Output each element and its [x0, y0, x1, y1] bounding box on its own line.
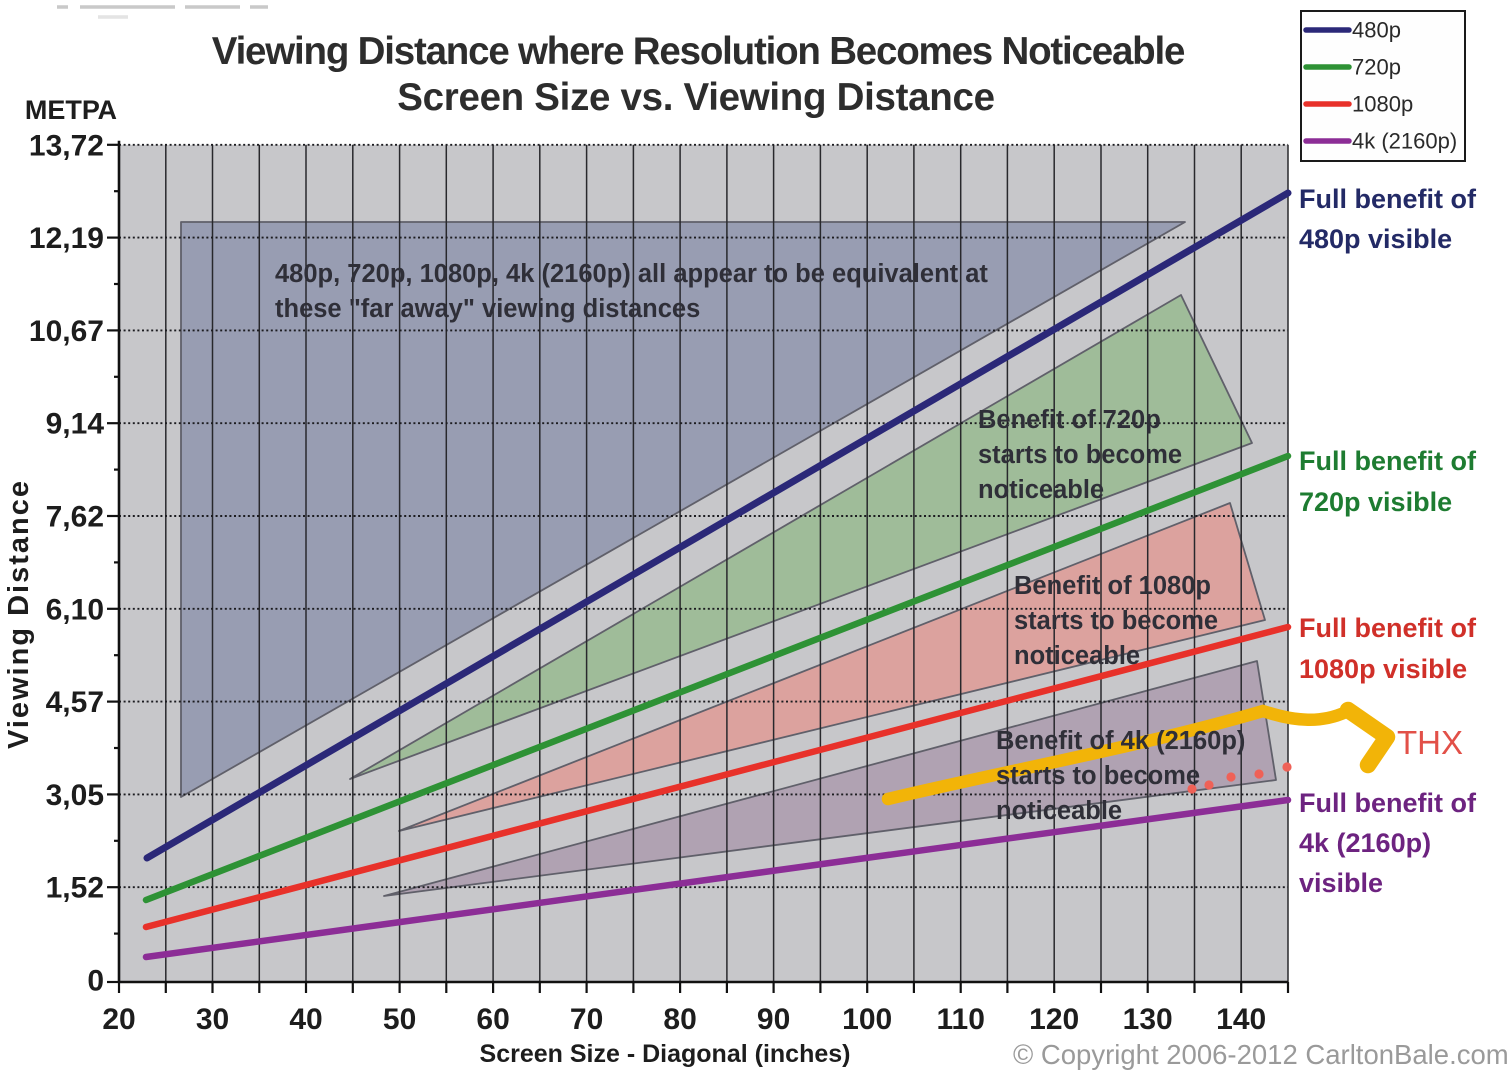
svg-text:Viewing Distance where Resolut: Viewing Distance where Resolution Become…	[212, 30, 1185, 73]
svg-text:0: 0	[87, 965, 104, 998]
svg-text:30: 30	[196, 1003, 229, 1036]
svg-text:9,14: 9,14	[46, 408, 105, 441]
svg-text:720p visible: 720p visible	[1299, 487, 1452, 517]
svg-text:© Copyright 2006-2012 CarltonB: © Copyright 2006-2012 CarltonBale.com	[1013, 1039, 1509, 1070]
svg-text:720p: 720p	[1352, 55, 1401, 80]
svg-text:130: 130	[1123, 1003, 1173, 1036]
svg-text:4,57: 4,57	[46, 686, 104, 719]
svg-text:10,67: 10,67	[29, 315, 104, 348]
svg-text:80: 80	[663, 1003, 696, 1036]
svg-text:110: 110	[936, 1003, 984, 1036]
svg-text:480p visible: 480p visible	[1299, 224, 1452, 254]
svg-text:THX: THX	[1397, 724, 1463, 761]
svg-text:50: 50	[383, 1003, 416, 1036]
svg-text:120: 120	[1029, 1003, 1079, 1036]
svg-text:Screen Size - Diagonal (inches: Screen Size - Diagonal (inches)	[480, 1040, 851, 1068]
svg-text:Full benefit of: Full benefit of	[1299, 613, 1477, 643]
svg-text:70: 70	[570, 1003, 603, 1036]
svg-text:Benefit of 720p: Benefit of 720p	[978, 406, 1161, 434]
svg-text:1080p: 1080p	[1352, 92, 1413, 117]
svg-text:starts to become: starts to become	[1014, 607, 1218, 635]
svg-text:100: 100	[842, 1003, 892, 1036]
svg-text:these "far away" viewing dista: these "far away" viewing distances	[275, 295, 700, 323]
svg-text:Full benefit of: Full benefit of	[1299, 184, 1477, 214]
svg-text:140: 140	[1216, 1003, 1266, 1036]
svg-text:noticeable: noticeable	[1014, 642, 1140, 670]
svg-text:12,19: 12,19	[29, 222, 104, 255]
svg-text:7,62: 7,62	[46, 501, 104, 534]
svg-text:1080p visible: 1080p visible	[1299, 654, 1467, 684]
svg-text:13,72: 13,72	[29, 129, 104, 162]
svg-text:starts to become: starts to become	[978, 441, 1182, 469]
svg-text:60: 60	[476, 1003, 509, 1036]
svg-text:Full benefit of: Full benefit of	[1299, 446, 1477, 476]
svg-text:480p, 720p, 1080p, 4k (2160p): 480p, 720p, 1080p, 4k (2160p) all appear…	[275, 260, 988, 288]
svg-text:Viewing Distance: Viewing Distance	[3, 479, 35, 749]
svg-text:Full benefit of: Full benefit of	[1299, 788, 1477, 818]
svg-text:4k (2160p): 4k (2160p)	[1352, 129, 1457, 154]
svg-text:40: 40	[289, 1003, 322, 1036]
svg-text:20: 20	[102, 1003, 135, 1036]
svg-text:noticeable: noticeable	[978, 476, 1104, 504]
svg-text:Screen Size vs. Viewing Distan: Screen Size vs. Viewing Distance	[397, 76, 994, 119]
svg-text:МЕТРА: МЕТРА	[25, 95, 117, 125]
svg-text:starts to become: starts to become	[996, 762, 1200, 790]
svg-text:4k (2160p): 4k (2160p)	[1299, 828, 1431, 858]
svg-text:90: 90	[757, 1003, 790, 1036]
svg-text:1,52: 1,52	[46, 872, 104, 905]
svg-text:visible: visible	[1299, 868, 1383, 898]
svg-text:3,05: 3,05	[46, 779, 104, 812]
svg-text:Benefit of 1080p: Benefit of 1080p	[1014, 572, 1211, 600]
svg-text:Benefit of 4k (2160p): Benefit of 4k (2160p)	[996, 727, 1245, 755]
svg-text:480p: 480p	[1352, 18, 1401, 43]
svg-text:6,10: 6,10	[46, 593, 104, 626]
svg-text:noticeable: noticeable	[996, 797, 1122, 825]
